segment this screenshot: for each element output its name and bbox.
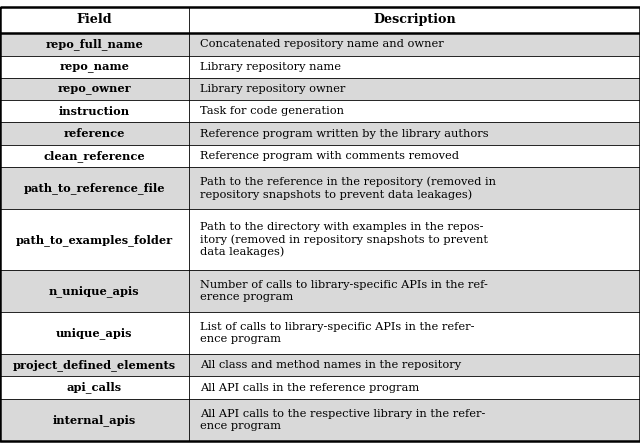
Text: internal_apis: internal_apis xyxy=(52,414,136,425)
Bar xyxy=(0,399,640,441)
Bar xyxy=(0,312,640,354)
Text: path_to_examples_folder: path_to_examples_folder xyxy=(16,234,173,246)
Bar xyxy=(0,354,640,376)
Text: Path to the directory with examples in the repos-
itory (removed in repository s: Path to the directory with examples in t… xyxy=(200,222,488,257)
Text: Number of calls to library-specific APIs in the ref-
erence program: Number of calls to library-specific APIs… xyxy=(200,280,488,302)
Bar xyxy=(0,167,640,209)
Text: Reference program written by the library authors: Reference program written by the library… xyxy=(200,129,489,139)
Bar xyxy=(0,145,640,167)
Text: Library repository owner: Library repository owner xyxy=(200,84,346,94)
Bar xyxy=(0,209,640,271)
Text: reference: reference xyxy=(64,128,125,139)
Bar xyxy=(0,56,640,78)
Text: Task for code generation: Task for code generation xyxy=(200,106,344,116)
Text: unique_apis: unique_apis xyxy=(56,327,132,339)
Text: List of calls to library-specific APIs in the refer-
ence program: List of calls to library-specific APIs i… xyxy=(200,322,475,344)
Text: project_defined_elements: project_defined_elements xyxy=(13,359,176,371)
Text: repo_name: repo_name xyxy=(60,61,129,72)
Text: Reference program with comments removed: Reference program with comments removed xyxy=(200,151,460,161)
Text: api_calls: api_calls xyxy=(67,382,122,393)
Text: Concatenated repository name and owner: Concatenated repository name and owner xyxy=(200,39,444,49)
Text: Library repository name: Library repository name xyxy=(200,62,341,72)
Text: n_unique_apis: n_unique_apis xyxy=(49,285,140,297)
Text: repo_full_name: repo_full_name xyxy=(45,38,143,50)
Bar xyxy=(0,122,640,145)
Bar xyxy=(0,33,640,56)
Text: clean_reference: clean_reference xyxy=(44,150,145,162)
Text: repo_owner: repo_owner xyxy=(58,84,131,94)
Text: Field: Field xyxy=(77,13,112,26)
Bar xyxy=(0,376,640,399)
Bar xyxy=(0,271,640,312)
Text: Description: Description xyxy=(373,13,456,26)
Bar xyxy=(0,7,640,33)
Text: All class and method names in the repository: All class and method names in the reposi… xyxy=(200,360,461,370)
Bar xyxy=(0,100,640,122)
Text: instruction: instruction xyxy=(59,106,130,117)
Text: Path to the reference in the repository (removed in
repository snapshots to prev: Path to the reference in the repository … xyxy=(200,176,497,200)
Text: path_to_reference_file: path_to_reference_file xyxy=(24,182,165,194)
Bar xyxy=(0,78,640,100)
Text: All API calls to the respective library in the refer-
ence program: All API calls to the respective library … xyxy=(200,409,486,431)
Text: All API calls in the reference program: All API calls in the reference program xyxy=(200,383,420,392)
